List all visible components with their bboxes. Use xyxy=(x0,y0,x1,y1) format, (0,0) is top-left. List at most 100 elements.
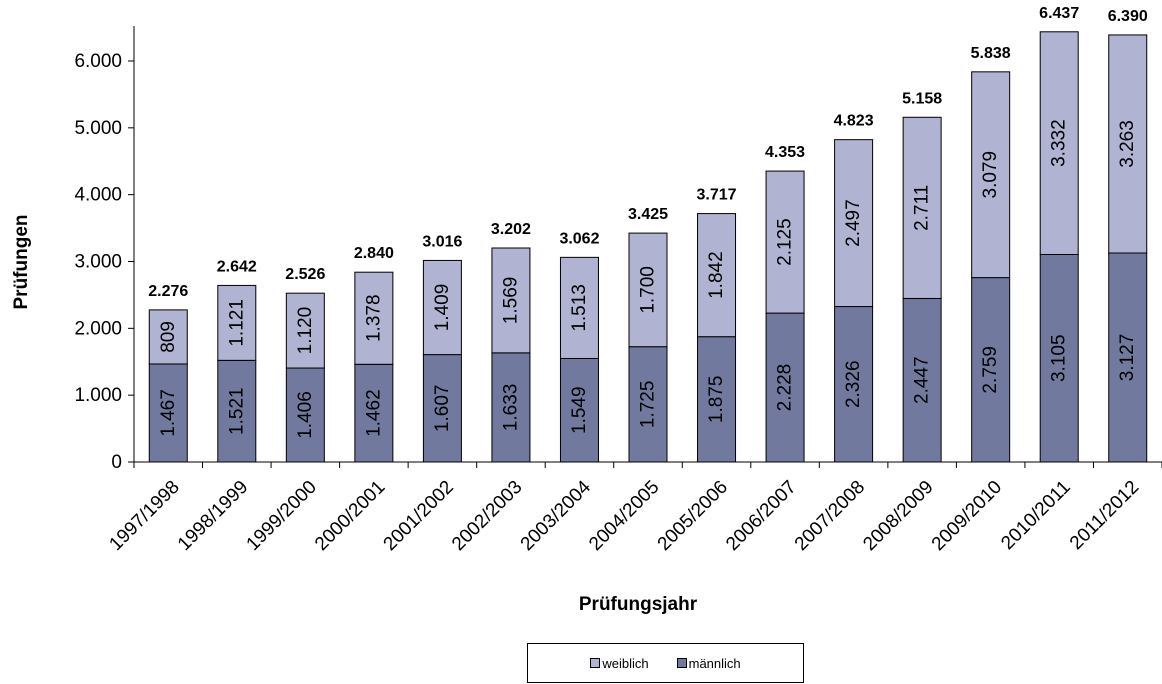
legend-item-weiblich: weiblich xyxy=(590,655,649,671)
data-label-maennlich: 2.447 xyxy=(912,356,933,404)
bar-weiblich xyxy=(148,309,188,365)
data-label-weiblich: 3.332 xyxy=(1049,119,1070,167)
total-label: 2.642 xyxy=(217,258,257,275)
x-tick-label: 2006/2007 xyxy=(722,477,800,555)
total-label: 2.276 xyxy=(148,283,188,300)
bar-weiblich xyxy=(217,284,257,361)
bar-weiblich xyxy=(902,116,942,299)
bar-maennlich xyxy=(971,277,1011,463)
x-tick-label: 2003/2004 xyxy=(517,476,596,555)
bars: 1.467 809 2.276 1.521 1.121 2.642 1.406 1.120 2.… xyxy=(148,5,1148,463)
total-label: 4.353 xyxy=(765,144,805,161)
total-label: 4.823 xyxy=(834,113,874,130)
total-label: 3.062 xyxy=(559,230,599,247)
bar-maennlich xyxy=(491,352,531,463)
bar-weiblich xyxy=(628,232,668,348)
bar-weiblich xyxy=(971,71,1011,279)
bar-weiblich xyxy=(559,256,599,359)
data-label-maennlich: 2.759 xyxy=(980,346,1001,394)
y-tick-label: 1.000 xyxy=(74,385,122,406)
x-tick-label: 2007/2008 xyxy=(791,477,869,555)
legend: weiblich männlich xyxy=(527,643,804,683)
y-axis: 0 1.000 2.000 3.000 4.000 5.000 6.000 xyxy=(74,26,135,473)
data-label-maennlich: 2.228 xyxy=(775,364,796,412)
x-axis-title: Prüfungsjahr xyxy=(579,594,698,615)
x-tick-label: 2001/2002 xyxy=(380,477,458,555)
legend-swatch-weiblich xyxy=(590,658,601,668)
data-label-weiblich: 1.409 xyxy=(432,284,453,332)
total-label: 3.016 xyxy=(422,233,462,250)
data-label-maennlich: 3.127 xyxy=(1117,334,1138,382)
data-label-maennlich: 1.521 xyxy=(226,387,247,435)
x-tick-label: 2004/2005 xyxy=(585,477,663,555)
bar-weiblich xyxy=(765,170,805,314)
x-tick-label: 2009/2010 xyxy=(928,477,1006,555)
data-label-maennlich: 1.875 xyxy=(706,376,727,424)
total-label: 2.526 xyxy=(285,266,325,283)
data-label-maennlich: 1.725 xyxy=(638,381,659,429)
bar-maennlich xyxy=(1108,252,1148,463)
data-label-weiblich: 1.569 xyxy=(500,277,521,325)
data-label-weiblich: 2.497 xyxy=(843,199,864,247)
bar-weiblich xyxy=(422,259,462,356)
bar-maennlich xyxy=(148,363,188,463)
x-tick-label: 1998/1999 xyxy=(174,477,252,555)
total-label: 6.437 xyxy=(1039,5,1079,22)
x-tick-label: 2010/2011 xyxy=(997,477,1074,554)
x-tick-label: 2008/2009 xyxy=(859,477,937,555)
data-label-weiblich: 2.711 xyxy=(912,185,933,231)
total-label: 2.840 xyxy=(354,245,394,262)
x-axis: 1997/19981998/19991999/20002000/20012001… xyxy=(105,461,1162,555)
legend-item-maennlich: männlich xyxy=(676,655,741,671)
y-axis-title: Prüfungen xyxy=(11,215,32,310)
data-label-weiblich: 1.378 xyxy=(363,294,384,342)
data-label-maennlich: 1.462 xyxy=(363,389,384,437)
total-label: 5.838 xyxy=(971,45,1011,62)
bar-weiblich xyxy=(834,139,874,308)
bar-maennlich xyxy=(1039,253,1079,463)
y-tick-label: 6.000 xyxy=(74,51,122,72)
data-label-weiblich: 1.121 xyxy=(226,299,247,347)
total-label: 3.202 xyxy=(491,221,531,238)
data-label-weiblich: 3.263 xyxy=(1117,120,1138,168)
data-label-maennlich: 2.326 xyxy=(843,360,864,408)
data-label-weiblich: 1.842 xyxy=(706,251,727,299)
bar-weiblich xyxy=(1108,34,1148,254)
data-label-maennlich: 1.633 xyxy=(500,384,521,432)
bar-weiblich xyxy=(285,292,325,369)
data-label-maennlich: 1.607 xyxy=(432,385,453,433)
y-tick-label: 0 xyxy=(111,452,122,473)
data-label-weiblich: 2.125 xyxy=(775,218,796,266)
legend-label-weiblich: weiblich xyxy=(602,655,649,671)
legend-label-maennlich: männlich xyxy=(688,655,741,671)
data-label-weiblich: 809 xyxy=(158,321,179,353)
bar-maennlich xyxy=(765,312,805,463)
data-label-maennlich: 1.406 xyxy=(295,391,316,439)
y-tick-label: 4.000 xyxy=(74,185,122,206)
data-label-maennlich: 1.467 xyxy=(158,389,179,437)
y-tick-label: 3.000 xyxy=(74,252,122,273)
x-tick-label: 2000/2001 xyxy=(311,477,389,555)
bar-weiblich xyxy=(697,213,737,338)
bar-maennlich xyxy=(834,306,874,463)
data-label-maennlich: 3.105 xyxy=(1049,334,1070,382)
bar-maennlich xyxy=(902,297,942,463)
bar-weiblich xyxy=(354,271,394,365)
x-tick-label: 1999/2000 xyxy=(243,477,321,555)
x-tick-label: 2011/2012 xyxy=(1066,477,1143,554)
data-label-weiblich: 1.700 xyxy=(638,266,659,314)
total-label: 3.425 xyxy=(628,206,668,223)
bar-maennlich xyxy=(697,336,737,463)
data-label-weiblich: 1.513 xyxy=(569,284,590,332)
bar-maennlich xyxy=(285,367,325,463)
total-label: 6.390 xyxy=(1108,8,1148,25)
bar-maennlich xyxy=(217,359,257,463)
y-tick-label: 2.000 xyxy=(74,318,122,339)
legend-swatch-maennlich xyxy=(676,658,687,668)
x-tick-label: 2002/2003 xyxy=(448,477,526,555)
data-label-weiblich: 1.120 xyxy=(295,307,316,355)
bar-weiblich xyxy=(491,247,531,354)
x-tick-label: 1997/1998 xyxy=(105,477,183,555)
data-label-weiblich: 3.079 xyxy=(980,151,1001,199)
